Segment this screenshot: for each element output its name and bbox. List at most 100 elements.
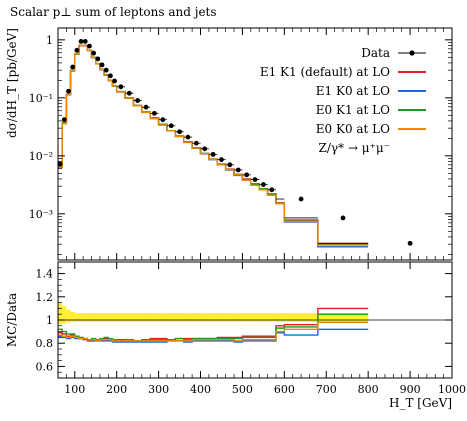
- ratio-band: [259, 313, 268, 322]
- main-ytick-label: 10⁻³: [29, 208, 53, 221]
- ratio-ytick-label: 0.6: [36, 360, 54, 373]
- ratio-band: [99, 313, 105, 322]
- ratio-band: [83, 313, 88, 322]
- xtick-label: 1000: [438, 383, 466, 396]
- ratio-band: [175, 313, 184, 322]
- ratio-series-line-2: [58, 313, 369, 342]
- ratio-band: [95, 313, 100, 322]
- ratio-band: [250, 313, 260, 322]
- data-point: [103, 67, 109, 73]
- data-point: [135, 98, 141, 103]
- data-point: [126, 90, 132, 96]
- main-series-line-3: [58, 44, 369, 246]
- data-point: [87, 43, 92, 49]
- main-frame: [57, 27, 453, 261]
- ratio-ylabel: MC/Data: [5, 293, 19, 347]
- main-ytick-label: 1: [46, 34, 53, 47]
- data-point: [70, 64, 76, 70]
- legend-label-2: E1 K0 at LO: [316, 84, 390, 98]
- data-point: [252, 177, 258, 182]
- ratio-ytick-label: 1.4: [36, 268, 54, 281]
- xtick-label: 700: [316, 383, 337, 396]
- ratio-ytick-label: 1: [46, 314, 53, 327]
- data-point: [298, 196, 304, 202]
- ratio-band: [87, 313, 92, 322]
- ratio-band: [242, 313, 251, 322]
- legend-label-1: E1 K1 (default) at LO: [260, 65, 390, 79]
- data-point: [407, 240, 413, 246]
- ratio-band: [70, 311, 75, 323]
- ratio-band: [183, 313, 193, 322]
- ratio-band: [62, 306, 67, 324]
- data-point: [219, 157, 224, 163]
- ratio-band: [125, 313, 134, 322]
- data-point: [82, 38, 88, 44]
- xtick-label: 400: [190, 383, 211, 396]
- legend-label-4: E0 K0 at LO: [316, 122, 390, 136]
- data-point: [340, 215, 346, 221]
- data-point: [185, 134, 191, 140]
- data-point: [235, 167, 241, 173]
- ratio-band: [275, 313, 285, 322]
- xtick-label: 800: [358, 383, 379, 396]
- data-point: [210, 151, 216, 157]
- ratio-ytick-label: 0.8: [36, 337, 54, 350]
- legend-label-3: E0 K1 at LO: [316, 103, 390, 117]
- data-point: [143, 104, 149, 110]
- ratio-panel: 0.6 0.8 1 1.2 1.4 100 200 300 400 500 600 700 800 900…: [5, 261, 466, 410]
- data-point: [177, 129, 182, 135]
- ratio-band: [91, 313, 96, 322]
- data-point: [107, 73, 113, 79]
- ratio-band: [150, 313, 159, 322]
- ratio-band: [200, 313, 209, 322]
- data-point: [202, 146, 208, 152]
- ratio-band: [108, 313, 113, 322]
- ratio-band: [225, 313, 235, 322]
- xtick-label: 100: [64, 383, 85, 396]
- ratio-band: [192, 313, 201, 322]
- ratio-series-line-3: [58, 321, 369, 342]
- data-point: [244, 172, 250, 178]
- data-point: [112, 78, 117, 84]
- ratio-band: [104, 313, 109, 322]
- ratio-band: [112, 313, 117, 322]
- x-axis-label: H_T [GeV]: [389, 396, 452, 410]
- ratio-band: [208, 313, 218, 322]
- data-point: [66, 88, 71, 94]
- ratio-band: [158, 313, 167, 322]
- xtick-label: 600: [274, 383, 295, 396]
- xtick-label: 200: [106, 383, 127, 396]
- ratio-band: [78, 313, 84, 322]
- ratio-band: [116, 313, 126, 322]
- data-point: [99, 62, 105, 68]
- ratio-band: [267, 313, 276, 322]
- ratio-band: [58, 302, 63, 325]
- ratio-band: [66, 309, 71, 323]
- ratio-band: [133, 313, 142, 322]
- main-ytick-label: 10⁻²: [29, 150, 53, 163]
- xtick-label: 900: [400, 383, 421, 396]
- ratio-band: [141, 313, 151, 322]
- data-point: [118, 84, 124, 90]
- ratio-band: [74, 313, 79, 322]
- data-point: [152, 110, 157, 116]
- data-point: [269, 187, 275, 193]
- xtick-label: 500: [232, 383, 253, 396]
- process-label: Z/γ* → μ⁺μ⁻: [318, 141, 390, 155]
- data-point: [260, 182, 266, 187]
- data-point: [61, 117, 67, 123]
- ratio-band: [234, 313, 243, 322]
- ratio-band: [166, 313, 176, 322]
- data-point: [160, 117, 166, 123]
- legend-data-marker: [409, 50, 415, 56]
- ratio-band: [317, 313, 369, 322]
- data-point: [95, 56, 101, 62]
- data-point: [227, 162, 233, 168]
- main-panel: 10⁻³ 10⁻² 10⁻¹ 1 dσ/dH_T [pb/GeV] Data E1 K1 (…: [5, 27, 453, 261]
- main-ylabel: dσ/dH_T [pb/GeV]: [5, 28, 19, 138]
- chart-title: Scalar p⊥ sum of leptons and jets: [10, 5, 217, 19]
- xtick-label: 300: [148, 383, 169, 396]
- data-point: [193, 140, 199, 146]
